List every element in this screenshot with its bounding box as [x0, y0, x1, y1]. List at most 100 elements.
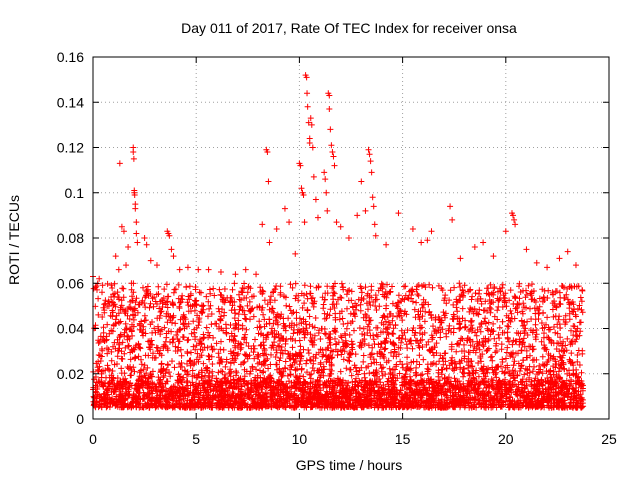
data-point	[510, 212, 517, 219]
data-point	[308, 121, 315, 128]
data-point	[116, 160, 123, 167]
data-point	[345, 235, 352, 241]
data-point	[409, 225, 416, 232]
x-tick-label: 5	[192, 431, 200, 447]
data-point	[533, 259, 540, 266]
data-point	[324, 207, 331, 214]
data-point	[259, 221, 266, 228]
data-point	[217, 268, 224, 275]
data-point	[118, 223, 125, 230]
data-point	[305, 119, 312, 126]
data-point	[372, 232, 379, 239]
data-point	[544, 264, 551, 271]
data-point	[153, 262, 160, 269]
data-point	[166, 232, 173, 239]
data-point	[362, 207, 369, 214]
x-tick-label: 0	[89, 431, 97, 447]
data-point	[330, 153, 337, 160]
y-tick-label: 0.06	[57, 275, 84, 291]
data-point	[205, 266, 212, 273]
data-point	[368, 169, 375, 176]
data-point	[286, 219, 293, 226]
y-tick-label: 0.16	[57, 49, 84, 65]
data-point	[572, 262, 579, 269]
data-point	[168, 246, 175, 253]
data-point	[307, 115, 314, 122]
data-point	[428, 228, 435, 235]
data-point	[331, 162, 338, 169]
data-point	[115, 266, 122, 273]
data-point	[195, 266, 202, 273]
data-point	[337, 223, 344, 230]
data-point	[371, 221, 378, 228]
data-point	[449, 216, 456, 223]
data-point	[125, 244, 132, 251]
data-point	[370, 203, 377, 210]
x-tick-label: 20	[498, 431, 514, 447]
data-point	[265, 178, 272, 185]
y-tick-label: 0.02	[57, 366, 84, 382]
data-point	[147, 257, 154, 264]
chart-title: Day 011 of 2017, Rate Of TEC Index for r…	[181, 20, 517, 36]
data-point	[102, 300, 109, 307]
data-point	[329, 149, 336, 156]
data-point	[511, 216, 518, 223]
data-point	[131, 192, 138, 199]
data-point	[298, 185, 305, 192]
data-point	[133, 219, 140, 226]
data-point	[471, 244, 478, 251]
data-point	[333, 219, 340, 226]
data-point	[264, 149, 271, 156]
data-point	[512, 221, 519, 228]
data-point	[447, 203, 454, 210]
y-tick-label: 0.12	[57, 140, 84, 156]
data-point	[322, 176, 329, 183]
data-point	[395, 210, 402, 217]
data-point	[143, 241, 150, 248]
data-point	[253, 271, 260, 278]
data-point	[170, 253, 177, 260]
data-point	[314, 214, 321, 221]
data-point	[306, 139, 313, 146]
data-points	[90, 72, 587, 411]
y-tick-label: 0	[76, 411, 84, 427]
data-point	[366, 151, 373, 158]
data-point	[297, 162, 304, 169]
data-point	[328, 142, 335, 149]
data-point	[130, 149, 137, 156]
data-point	[132, 205, 139, 212]
data-point	[281, 205, 288, 212]
data-point	[120, 228, 127, 235]
y-tick-label: 0.1	[65, 185, 85, 201]
data-point	[579, 287, 586, 294]
data-point	[112, 253, 119, 260]
grid-lines	[93, 57, 609, 419]
y-tick-label: 0.08	[57, 230, 84, 246]
x-axis-label: GPS time / hours	[296, 457, 403, 473]
data-point	[418, 239, 425, 246]
data-point	[523, 246, 530, 253]
y-tick-label: 0.14	[57, 94, 84, 110]
data-point	[300, 192, 307, 199]
data-point	[354, 212, 361, 219]
data-point	[304, 103, 311, 110]
x-tick-label: 10	[292, 431, 308, 447]
data-point	[301, 219, 308, 226]
data-point	[326, 106, 333, 113]
data-point	[310, 173, 317, 180]
axes: 0 5 10 15 20 25 0 0.02 0.04 0.06 0.08 0.1 0.12 0.14 0.…	[57, 49, 617, 447]
data-point	[232, 271, 239, 278]
data-point	[273, 225, 280, 232]
data-point	[134, 239, 141, 246]
data-point	[424, 237, 431, 244]
data-point	[383, 241, 390, 248]
data-point	[480, 239, 487, 246]
data-point	[130, 155, 137, 162]
data-point	[457, 255, 464, 262]
data-point	[365, 146, 372, 153]
data-point	[96, 275, 103, 282]
x-tick-label: 25	[601, 431, 617, 447]
data-point	[321, 169, 328, 176]
